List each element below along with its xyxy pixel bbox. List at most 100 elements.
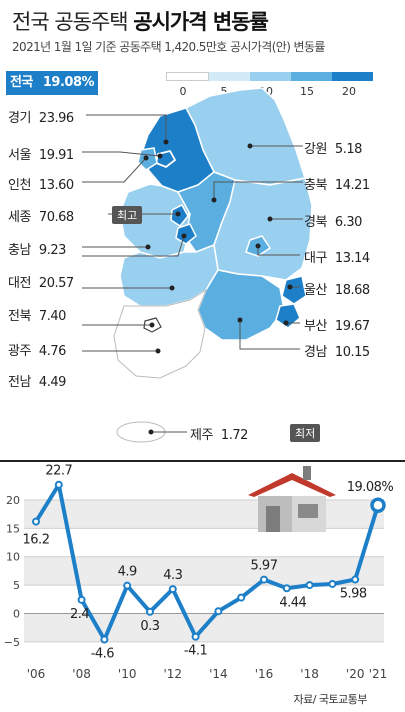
data-label: -4.6 (91, 647, 115, 662)
grid-band (24, 500, 384, 529)
region-name: 광주 (8, 344, 31, 359)
region-label-gwangju: 광주 4.76 (8, 340, 66, 359)
region-label-chungbuk: 충북 14.21 (304, 174, 370, 193)
data-point (351, 575, 360, 584)
region-name: 인천 (8, 178, 31, 193)
data-label: 0.3 (140, 619, 159, 634)
region-jeonnam (113, 288, 208, 379)
region-label-gyeonggi: 경기 23.96 (8, 107, 74, 126)
x-tick-label: '10 (118, 667, 137, 681)
x-tick-label: '12 (164, 667, 183, 681)
data-point (168, 585, 177, 594)
data-point (237, 593, 246, 602)
region-label-seoul: 서울 19.91 (8, 144, 74, 163)
legend-swatch-3 (291, 72, 332, 81)
y-tick-label: −5 (4, 636, 20, 649)
region-label-jeonnam: 전남 4.49 (8, 371, 66, 390)
region-name: 서울 (8, 148, 31, 163)
region-name: 울산 (304, 283, 327, 298)
x-tick-label: '14 (209, 667, 228, 681)
region-value: 13.60 (38, 178, 74, 193)
data-label: -4.1 (184, 644, 208, 659)
data-label: 5.97 (251, 559, 278, 574)
region-value: 14.21 (334, 178, 370, 193)
data-label: 2.4 (70, 607, 89, 622)
region-value: 20.57 (38, 276, 74, 291)
legend-tick: 15 (300, 85, 314, 98)
leader-dots (143, 139, 293, 435)
data-label: 4.44 (279, 595, 306, 610)
data-point (32, 517, 40, 526)
y-tick-label: 5 (13, 579, 20, 592)
legend-swatch-1 (209, 72, 250, 81)
subtitle: 2021년 1월 1일 기준 공동주택 1,420.5만호 공시가격(안) 변동… (12, 40, 325, 54)
x-tick-label: '06 (27, 667, 46, 681)
trend-line (34, 482, 380, 642)
region-value: 1.72 (220, 428, 248, 443)
x-axis-ticks: '06 '08 '10 '12 '14 '16 '18 '20 '21 (27, 667, 388, 681)
korea-map (82, 87, 313, 443)
leader-lines (82, 114, 303, 433)
region-name: 경기 (8, 111, 31, 126)
legend-tick: 20 (342, 85, 356, 98)
data-point (77, 595, 86, 604)
legend-color-bar (166, 72, 373, 81)
region-name: 강원 (304, 142, 327, 157)
title-part1: 전국 공동주택 (12, 10, 129, 34)
region-label-gyeongbuk: 경북 6.30 (304, 211, 362, 230)
data-labels: 16.2 22.7 2.4 -4.6 4.9 0.3 4.3 -4.1 5.97 4.44 5.98… (23, 464, 394, 662)
region-value: 19.91 (38, 148, 74, 163)
data-point (191, 632, 200, 641)
region-label-jeju: 제주 1.72 (190, 424, 248, 443)
highest-badge: 최고 (112, 206, 143, 224)
region-name: 대전 (8, 276, 31, 291)
data-point (305, 581, 314, 590)
y-tick-label: 0 (13, 607, 20, 620)
region-value: 4.76 (38, 344, 66, 359)
region-value: 7.40 (38, 309, 66, 324)
data-point (370, 497, 386, 513)
source-note: 자료/ 국토교통부 (293, 693, 367, 706)
x-tick-label: '18 (300, 667, 319, 681)
region-name: 세종 (8, 210, 31, 225)
region-name: 전남 (8, 375, 31, 390)
region-name: 부산 (304, 319, 327, 334)
national-value: 19.08% (42, 75, 95, 90)
data-label: 19.08% (347, 480, 394, 495)
page-title: 전국 공동주택 공시가격 변동률 (12, 6, 269, 36)
region-label-daejeon: 대전 20.57 (8, 272, 74, 291)
region-value: 10.15 (334, 345, 370, 360)
data-point (146, 607, 154, 616)
region-label-jeonbuk: 전북 7.40 (8, 305, 66, 324)
national-label: 전국 (9, 75, 33, 90)
data-points (32, 480, 386, 644)
data-point (100, 635, 109, 644)
region-value: 9.23 (38, 243, 66, 258)
data-point (260, 575, 268, 584)
region-label-incheon: 인천 13.60 (8, 174, 74, 193)
title-part2: 공시가격 변동률 (133, 10, 269, 34)
data-label: 16.2 (23, 533, 50, 548)
region-label-busan: 부산 19.67 (304, 315, 370, 334)
x-tick-label: '08 (72, 667, 91, 681)
legend-tick: 5 (220, 85, 228, 98)
data-point (282, 584, 291, 593)
data-label: 4.9 (118, 565, 137, 580)
national-rate-badge: 전국 19.08% (6, 71, 98, 95)
house-icon (248, 466, 336, 532)
legend-swatch-0 (166, 72, 209, 81)
region-value: 6.30 (334, 215, 362, 230)
x-tick-label: '21 (369, 667, 388, 681)
x-tick-label: '20 (346, 667, 365, 681)
y-tick-label: 10 (6, 551, 20, 564)
grid-band (24, 556, 384, 586)
region-value: 18.68 (334, 283, 370, 298)
region-value: 70.68 (38, 210, 74, 225)
region-value: 19.67 (334, 319, 370, 334)
data-label: 22.7 (45, 464, 72, 479)
y-axis-ticks: 20 15 10 5 0 −5 (4, 494, 20, 649)
region-value: 13.14 (334, 251, 370, 266)
region-name: 충북 (304, 178, 327, 193)
data-point (328, 579, 337, 588)
region-label-gyeongnam: 경남 10.15 (304, 341, 370, 360)
